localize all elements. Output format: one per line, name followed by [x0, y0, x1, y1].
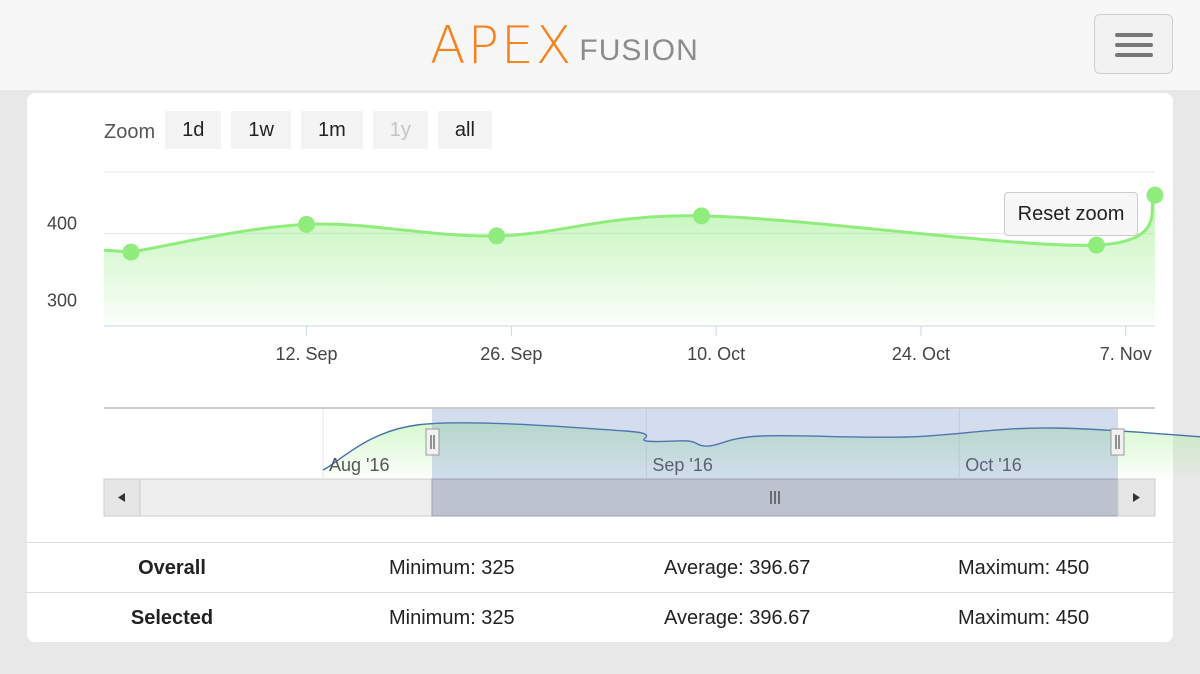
- hamburger-icon-line: [1115, 53, 1153, 57]
- zoom-label: Zoom: [104, 120, 156, 143]
- navigator-selected-range[interactable]: [432, 409, 1118, 479]
- stats-row-overall: Overall Minimum: 325 Average: 396.67 Max…: [27, 542, 1173, 592]
- stats-row-label: Selected: [130, 607, 214, 629]
- reset-zoom-button[interactable]: Reset zoom: [1004, 192, 1138, 236]
- navigator-tick-label: Aug '16: [329, 455, 390, 475]
- data-point: [122, 243, 140, 261]
- navigator-series-line: [322, 422, 1200, 471]
- scrollbar-thumb[interactable]: [431, 478, 1119, 517]
- main-series-area: [104, 195, 1155, 326]
- arrow-right-icon: [1133, 493, 1140, 502]
- stats-average: Average: 396.67: [664, 557, 811, 579]
- zoom-1d-button[interactable]: 1d: [165, 111, 222, 149]
- logo-apex-text: APEX: [430, 16, 574, 76]
- x-tick-label: 10. Oct: [687, 344, 745, 364]
- arrow-left-icon: [118, 493, 125, 502]
- hamburger-icon-line: [1115, 43, 1153, 47]
- logo-fusion-text: FUSION: [579, 34, 699, 67]
- stats-minimum: Minimum: 325: [389, 607, 515, 629]
- stats-table: Overall Minimum: 325 Average: 396.67 Max…: [27, 542, 1173, 642]
- y-tick-label: 400: [47, 214, 77, 234]
- navigator-tick-label: Sep '16: [652, 455, 713, 475]
- chart-card: [27, 93, 1173, 642]
- zoom-selector: Zoom 1d 1w 1m 1y all: [104, 111, 502, 149]
- x-tick-label: 24. Oct: [892, 344, 950, 364]
- navigator-series-area: [323, 422, 1200, 478]
- scrollbar-left-button[interactable]: [103, 478, 141, 517]
- y-tick-label: 300: [47, 291, 77, 311]
- x-tick-label: 7. Nov: [1100, 344, 1152, 364]
- x-tick-label: 26. Sep: [480, 344, 542, 364]
- apex-fusion-logo[interactable]: APEX FUSION: [430, 18, 699, 72]
- stats-maximum: Maximum: 450: [958, 557, 1090, 579]
- stats-row-label: Overall: [138, 557, 206, 579]
- zoom-1m-button[interactable]: 1m: [300, 111, 363, 149]
- menu-toggle-button[interactable]: [1094, 14, 1173, 74]
- stats-row-selected: Selected Minimum: 325 Average: 396.67 Ma…: [27, 592, 1173, 642]
- data-point: [488, 227, 506, 245]
- navigator-left-handle[interactable]: [425, 428, 440, 456]
- hamburger-icon: [1115, 33, 1153, 37]
- stats-maximum: Maximum: 450: [958, 607, 1090, 629]
- zoom-all-button[interactable]: all: [437, 111, 492, 149]
- navigator-right-handle[interactable]: [1110, 428, 1125, 456]
- data-point: [693, 207, 711, 225]
- stats-minimum: Minimum: 325: [389, 557, 515, 579]
- navigator-tick-label: Oct '16: [965, 455, 1021, 475]
- data-point: [1146, 186, 1164, 204]
- zoom-1w-button[interactable]: 1w: [231, 111, 291, 149]
- stats-average: Average: 396.67: [664, 607, 811, 629]
- data-point: [298, 215, 316, 233]
- top-bar: APEX FUSION: [0, 0, 1200, 90]
- x-tick-label: 12. Sep: [276, 344, 338, 364]
- zoom-1y-button: 1y: [372, 111, 428, 149]
- scrollbar-right-button[interactable]: [1117, 478, 1156, 517]
- data-point: [1087, 236, 1105, 254]
